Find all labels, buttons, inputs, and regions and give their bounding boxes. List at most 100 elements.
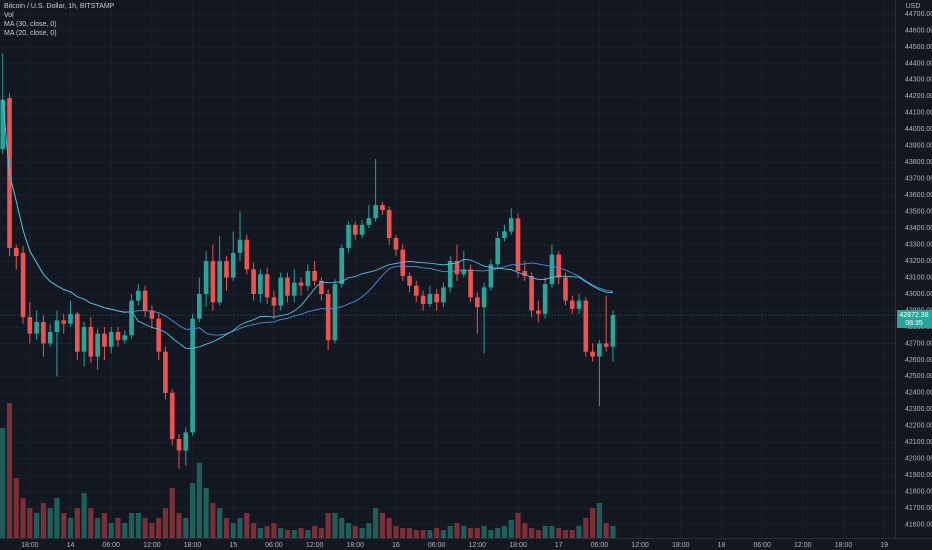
volume-bar	[0, 428, 6, 538]
volume-bar	[162, 508, 169, 538]
candle-layer	[0, 53, 616, 469]
volume-bar	[556, 528, 562, 538]
volume-bar	[542, 526, 548, 538]
volume-bar	[427, 530, 433, 538]
x-tick-label: 12:00	[631, 542, 649, 549]
volume-bar	[501, 526, 508, 538]
y-tick-label: 44000.00	[905, 126, 932, 133]
volume-bar	[589, 508, 596, 538]
volume-bar	[318, 528, 324, 538]
candle-body	[305, 270, 311, 286]
candle-body	[13, 247, 19, 257]
volume-bar	[115, 518, 121, 538]
volume-bar	[156, 518, 162, 538]
y-tick-label: 43700.00	[905, 176, 932, 183]
volume-bar	[210, 503, 216, 538]
volume-bar	[339, 518, 345, 538]
volume-bar	[40, 503, 46, 538]
volume-bar	[34, 513, 40, 538]
volume-bar	[95, 518, 101, 538]
x-tick-label: 12:00	[306, 542, 324, 549]
volume-layer	[0, 403, 616, 538]
candle-body	[352, 224, 358, 235]
x-tick-label: 18	[718, 542, 726, 549]
volume-bar	[230, 523, 236, 538]
volume-bar	[264, 526, 270, 538]
y-tick-label: 43400.00	[905, 225, 932, 232]
volume-bar	[298, 528, 304, 538]
ma-layer	[2, 99, 614, 349]
volume-bar	[406, 528, 413, 538]
last-price-box	[897, 310, 932, 329]
y-tick-label: 42300.00	[905, 406, 932, 413]
y-tick-label: 43200.00	[905, 258, 932, 265]
volume-bar	[135, 513, 141, 538]
x-tick-label: 06:00	[102, 542, 120, 549]
candle-body	[149, 310, 155, 319]
volume-bar	[278, 528, 284, 538]
ma-legend: MA (20, close, 0)	[4, 30, 57, 37]
y-tick-label: 44600.00	[905, 27, 932, 34]
candle-body	[136, 290, 141, 301]
y-tick-label: 42200.00	[905, 423, 932, 430]
candle-body	[339, 247, 345, 285]
volume-bar	[488, 530, 494, 538]
candle-body	[549, 254, 555, 285]
candle-body	[319, 280, 324, 295]
volume-bar	[549, 526, 555, 538]
volume-bar	[13, 478, 19, 538]
candle-body	[536, 310, 541, 314]
candle-body	[244, 239, 250, 270]
candle-body	[447, 261, 453, 288]
candle-body	[420, 295, 426, 304]
x-tick-label: 12:00	[794, 542, 812, 549]
volume-bar	[305, 530, 311, 538]
volume-bar	[244, 513, 250, 538]
candle-body	[325, 294, 331, 341]
volume-bar	[108, 523, 114, 538]
candle-body	[291, 282, 297, 296]
candle-body	[224, 261, 229, 278]
volume-bar	[562, 530, 569, 538]
volume-bar	[237, 518, 243, 538]
volume-bar	[535, 530, 541, 538]
volume-bar	[522, 523, 528, 538]
y-tick-label: 44400.00	[905, 60, 932, 67]
volume-bar	[6, 403, 13, 538]
candle-body	[27, 317, 33, 334]
volume-bar	[142, 518, 148, 538]
x-tick-label: 06:00	[753, 542, 771, 549]
candle-body	[556, 254, 561, 278]
volume-bar	[603, 523, 609, 538]
y-tick-label: 44700.00	[905, 11, 932, 18]
x-tick-label: 16	[392, 542, 400, 549]
candle-body	[522, 270, 528, 276]
x-tick-label: 18:00	[21, 542, 39, 549]
x-tick-label: 18:00	[835, 542, 853, 549]
countdown-label: 08:35	[905, 320, 923, 327]
candle-body	[508, 218, 514, 232]
volume-bar	[54, 498, 60, 538]
candle-body	[461, 269, 467, 275]
volume-bar	[217, 508, 223, 538]
volume-bar	[373, 508, 379, 538]
x-tick-label: 17	[555, 542, 563, 549]
x-tick-label: 19	[880, 542, 888, 549]
candle-body	[597, 343, 602, 357]
volume-bar	[74, 508, 80, 538]
volume-bar	[528, 528, 535, 538]
y-tick-label: 44200.00	[905, 93, 932, 100]
volume-bar	[508, 520, 514, 538]
y-tick-label: 42400.00	[905, 390, 932, 397]
volume-bar	[20, 498, 26, 538]
volume-bar	[393, 526, 399, 538]
candle-body	[583, 300, 589, 352]
x-tick-label: 14	[67, 542, 75, 549]
candle-body	[102, 333, 107, 347]
volume-bar	[610, 526, 616, 538]
candle-body	[414, 285, 419, 296]
x-tick-label: 06:00	[591, 542, 609, 549]
y-tick-label: 42000.00	[905, 456, 932, 463]
x-tick-label: 18:00	[347, 542, 365, 549]
volume-bar	[128, 513, 135, 538]
